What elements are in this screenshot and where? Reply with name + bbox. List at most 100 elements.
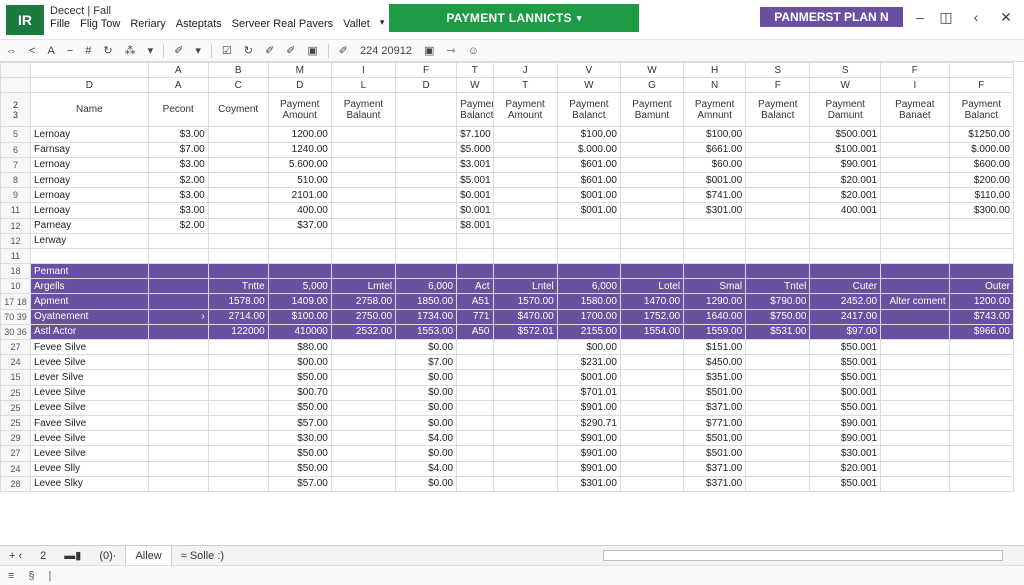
row-header[interactable]: 24 [0, 354, 31, 371]
section-icon[interactable]: § [28, 569, 35, 582]
table-cell[interactable]: Lernoay [29, 187, 149, 204]
table-cell[interactable] [745, 338, 811, 356]
table-cell[interactable] [745, 263, 811, 280]
table-cell[interactable] [492, 414, 558, 432]
column-header[interactable]: M [267, 62, 332, 79]
menu-caret-icon[interactable]: ▾ [379, 17, 385, 27]
table-cell[interactable] [492, 232, 558, 249]
table-cell[interactable]: $470.00 [492, 308, 558, 325]
row-header[interactable]: 70 39 [0, 308, 31, 325]
menu-item-asteptats[interactable]: Asteptats [175, 18, 222, 30]
table-cell[interactable] [395, 156, 458, 173]
table-cell[interactable]: Farnsay [29, 141, 149, 158]
table-cell[interactable]: $100.001 [809, 141, 882, 158]
table-cell[interactable]: $001.00 [556, 202, 621, 219]
row-header[interactable]: 6 [0, 141, 31, 158]
table-cell[interactable] [619, 338, 685, 356]
column-header[interactable]: N [683, 77, 747, 94]
table-cell[interactable] [207, 384, 269, 401]
table-cell[interactable] [395, 126, 458, 143]
table-cell[interactable]: $741.00 [683, 187, 747, 204]
table-cell[interactable]: Parneay [29, 217, 149, 234]
table-cell[interactable] [683, 247, 747, 265]
table-cell[interactable] [395, 187, 458, 204]
table-cell[interactable]: $00.001 [809, 384, 882, 401]
table-cell[interactable] [683, 217, 747, 234]
font-icon[interactable]: A [47, 44, 55, 57]
table-cell[interactable] [745, 171, 811, 189]
table-cell[interactable] [147, 460, 209, 477]
share-icon[interactable]: ‹ [973, 9, 979, 25]
table-cell[interactable] [330, 430, 397, 447]
table-cell[interactable]: $90.001 [809, 430, 882, 447]
column-header[interactable]: F [395, 62, 458, 79]
table-cell[interactable] [745, 156, 811, 173]
column-header[interactable]: T [492, 77, 558, 94]
table-cell[interactable] [207, 202, 269, 219]
column-header[interactable]: W [809, 77, 882, 94]
table-cell[interactable] [880, 460, 950, 477]
table-cell[interactable] [147, 399, 209, 416]
table-cell[interactable] [207, 460, 269, 477]
table-cell[interactable]: $601.00 [556, 156, 621, 173]
menu-item-vallet[interactable]: Vallet [343, 18, 370, 30]
table-cell[interactable]: Smal [683, 278, 747, 295]
table-cell[interactable] [207, 338, 269, 356]
table-cell[interactable] [948, 247, 1015, 265]
table-cell[interactable]: Levee Silve [29, 445, 149, 462]
row-header[interactable]: 27 [0, 445, 31, 462]
table-cell[interactable] [492, 217, 558, 234]
table-cell[interactable]: $90.001 [809, 156, 882, 173]
table-cell[interactable] [147, 232, 209, 249]
table-cell[interactable]: $0.00 [395, 384, 458, 401]
table-cell[interactable]: $901.00 [556, 399, 621, 416]
table-cell[interactable] [619, 384, 685, 401]
tab-allew[interactable]: Allew [125, 545, 172, 566]
table-cell[interactable] [556, 247, 621, 265]
table-cell[interactable]: 400.00 [267, 202, 332, 219]
table-cell[interactable] [207, 232, 269, 249]
row-header[interactable]: 5 [0, 126, 31, 143]
table-cell[interactable] [880, 384, 950, 401]
table-cell[interactable] [267, 247, 332, 265]
table-cell[interactable] [683, 232, 747, 249]
table-cell[interactable] [207, 445, 269, 462]
table-cell[interactable] [147, 369, 209, 386]
table-cell[interactable]: $290.71 [556, 414, 621, 432]
table-cell[interactable]: $7.00 [395, 354, 458, 371]
tab-sheet-4[interactable]: ≈ Solle :) [180, 549, 225, 562]
tab-nav-icon[interactable]: + ‹ [9, 549, 23, 562]
row-header[interactable]: 15 [0, 369, 31, 386]
table-cell[interactable] [395, 217, 458, 234]
table-cell[interactable] [880, 338, 950, 356]
table-cell[interactable] [456, 475, 494, 492]
row-header[interactable]: 8 [0, 171, 31, 189]
row-header[interactable]: 25 [0, 399, 31, 416]
table-cell[interactable]: Astl Actor [29, 323, 149, 341]
table-cell[interactable]: 2532.00 [330, 323, 397, 341]
table-cell[interactable] [745, 247, 811, 265]
table-cell[interactable] [330, 171, 397, 189]
table-cell[interactable]: 2155.00 [556, 323, 621, 341]
table-cell[interactable] [492, 141, 558, 158]
user-icon[interactable]: ☺ [467, 44, 479, 57]
trash-icon[interactable]: ◫ [939, 8, 953, 25]
table-cell[interactable] [948, 232, 1015, 249]
table-cell[interactable]: $0.00 [395, 369, 458, 386]
table-cell[interactable]: 2417.00 [809, 308, 882, 325]
table-cell[interactable]: 771 [456, 308, 494, 325]
table-cell[interactable] [619, 156, 685, 173]
table-cell[interactable] [456, 414, 494, 432]
table-cell[interactable]: Lotel [619, 278, 685, 295]
table-cell[interactable] [745, 217, 811, 234]
table-cell[interactable] [267, 263, 332, 280]
table-cell[interactable]: $50.001 [809, 338, 882, 356]
table-cell[interactable] [456, 263, 494, 280]
edit-icon[interactable]: ✐ [264, 45, 275, 57]
table-cell[interactable]: $57.00 [267, 475, 332, 492]
payment-lannicts-button[interactable]: PAYMENT LANNICTS ▾ [389, 4, 639, 32]
table-cell[interactable] [556, 263, 621, 280]
table-cell[interactable] [556, 232, 621, 249]
table-cell[interactable]: $450.00 [683, 354, 747, 371]
table-cell[interactable]: Levee Silve [29, 399, 149, 416]
